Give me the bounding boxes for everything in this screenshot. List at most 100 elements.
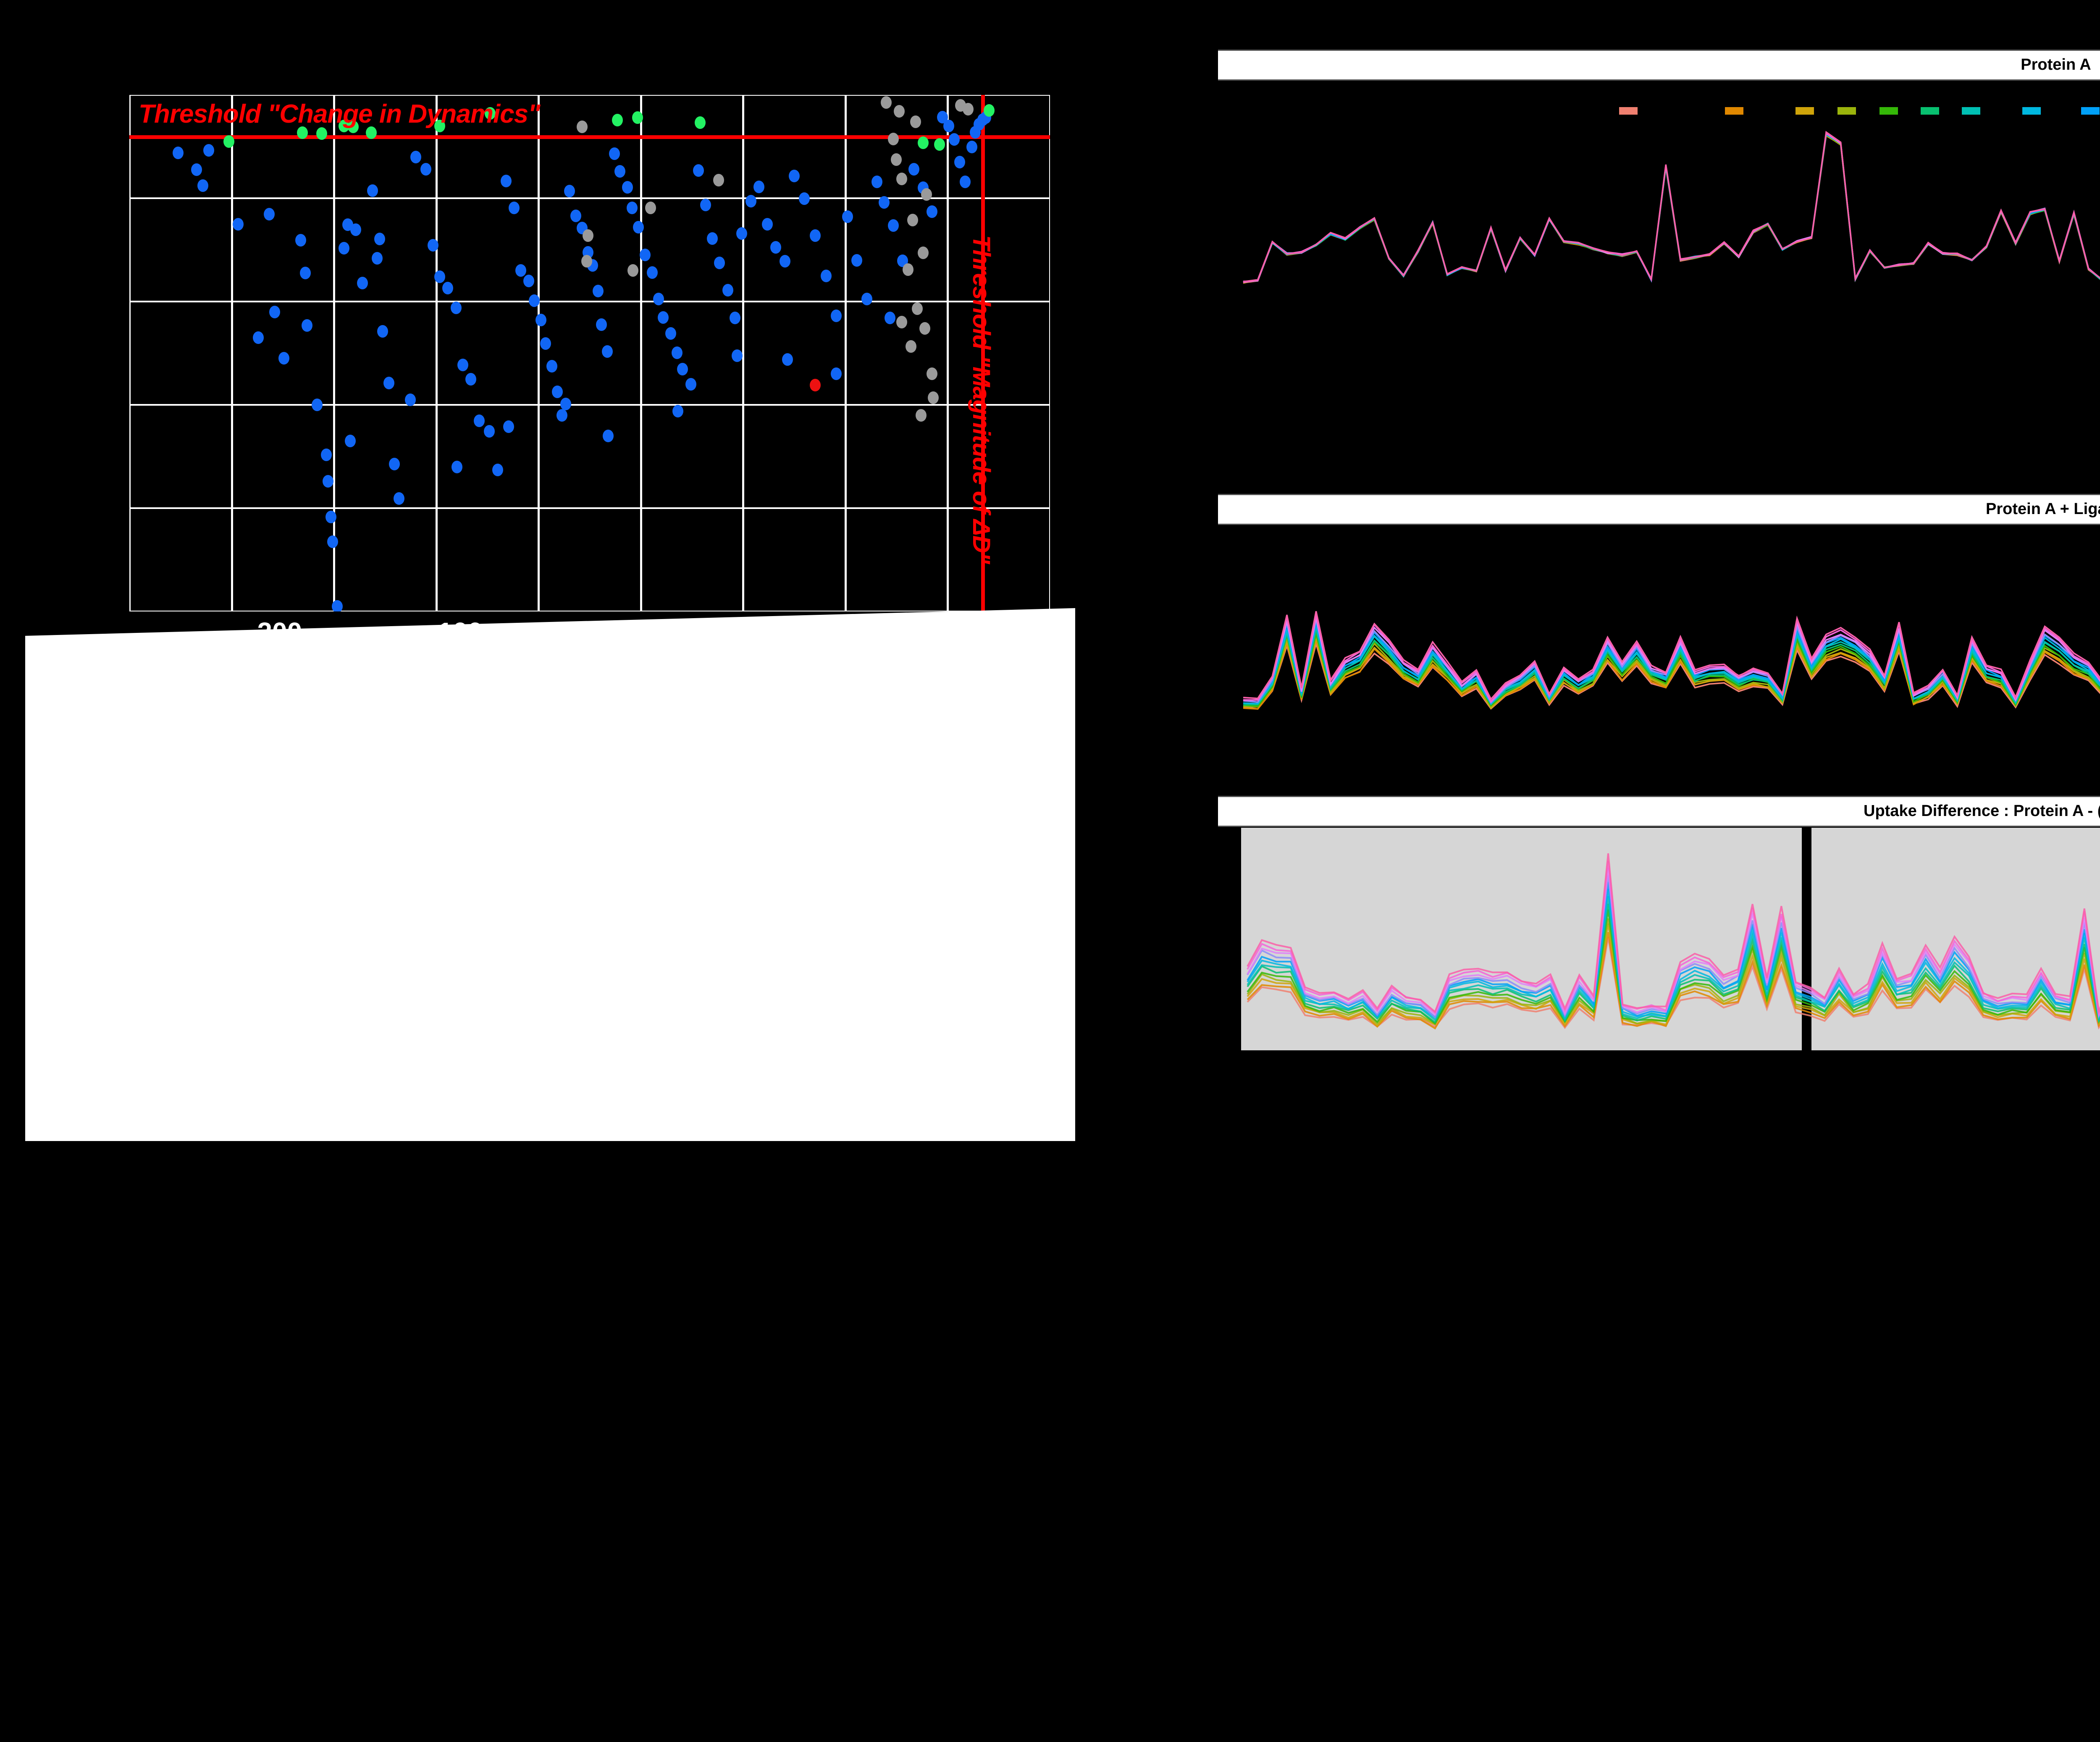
legend-swatch-timepoint-8[interactable] xyxy=(2022,107,2041,115)
scatter-point-significant-blue[interactable] xyxy=(960,175,971,188)
scatter-point-nonsignificant-grey[interactable] xyxy=(888,132,899,145)
scatter-point-threshold-green[interactable] xyxy=(434,119,445,132)
scatter-point-significant-blue[interactable] xyxy=(345,435,356,448)
scatter-point-significant-blue[interactable] xyxy=(191,163,202,176)
uptake-trace-timepoint-13[interactable] xyxy=(1243,541,2100,700)
uptake-trace-timepoint-4[interactable] xyxy=(1243,601,2100,722)
scatter-point-significant-blue[interactable] xyxy=(714,256,725,269)
scatter-point-significant-blue[interactable] xyxy=(851,254,862,267)
scatter-point-significant-blue[interactable] xyxy=(173,146,184,159)
scatter-point-nonsignificant-grey[interactable] xyxy=(916,409,927,422)
scatter-point-significant-blue[interactable] xyxy=(197,179,209,192)
scatter-point-significant-blue[interactable] xyxy=(295,233,306,247)
scatter-point-significant-blue[interactable] xyxy=(321,449,332,462)
legend-swatch-timepoint-1[interactable] xyxy=(1619,107,1638,115)
scatter-point-significant-blue[interactable] xyxy=(782,353,793,366)
scatter-point-significant-blue[interactable] xyxy=(871,175,882,188)
scatter-point-significant-blue[interactable] xyxy=(730,312,741,325)
scatter-point-significant-blue[interactable] xyxy=(570,209,582,222)
scatter-point-significant-blue[interactable] xyxy=(232,218,244,231)
legend-swatch-timepoint-6[interactable] xyxy=(1921,107,1939,115)
scatter-point-significant-blue[interactable] xyxy=(966,141,977,154)
scatter-point-significant-blue[interactable] xyxy=(535,314,546,327)
scatter-point-significant-blue[interactable] xyxy=(465,373,477,386)
scatter-point-significant-blue[interactable] xyxy=(529,294,540,307)
scatter-point-nonsignificant-grey[interactable] xyxy=(910,115,921,128)
scatter-point-significant-blue[interactable] xyxy=(672,404,684,417)
scatter-point-significant-blue[interactable] xyxy=(943,119,954,132)
three-d-view-panel[interactable]: logit (pvalueMagnitude_of_Delta_D) 3D Vi… xyxy=(25,608,1075,1141)
scatter-point-nonsignificant-grey[interactable] xyxy=(713,173,724,186)
scatter-point-significant-blue[interactable] xyxy=(879,196,890,209)
scatter-point-significant-blue[interactable] xyxy=(374,233,386,246)
scatter-point-significant-blue[interactable] xyxy=(357,276,368,289)
scatter-point-significant-blue[interactable] xyxy=(452,460,463,473)
scatter-point-significant-blue[interactable] xyxy=(672,346,683,359)
scatter-point-significant-blue[interactable] xyxy=(788,170,800,183)
scatter-point-nonsignificant-grey[interactable] xyxy=(919,322,930,335)
uptake-trace-timepoint-4[interactable] xyxy=(1243,134,2100,291)
scatter-point-significant-blue[interactable] xyxy=(556,409,568,422)
scatter-point-nonsignificant-grey[interactable] xyxy=(582,229,593,242)
volcano-scatter-panel[interactable]: Threshold "Change in Dynamics" Threshold… xyxy=(0,0,1075,655)
scatter-point-significant-blue[interactable] xyxy=(821,269,832,282)
scatter-point-significant-blue[interactable] xyxy=(326,510,337,523)
scatter-point-significant-blue[interactable] xyxy=(252,331,264,344)
scatter-point-significant-blue[interactable] xyxy=(338,242,349,255)
scatter-point-nonsignificant-grey[interactable] xyxy=(907,213,919,226)
scatter-point-significant-blue[interactable] xyxy=(614,165,626,178)
uptake-panel-protein-a-ligand-plot[interactable] xyxy=(1218,526,2100,736)
scatter-point-significant-blue[interactable] xyxy=(927,205,938,218)
scatter-point-significant-blue[interactable] xyxy=(332,600,343,611)
scatter-point-significant-blue[interactable] xyxy=(323,475,334,488)
scatter-point-significant-blue[interactable] xyxy=(665,327,676,340)
scatter-point-threshold-green[interactable] xyxy=(316,127,328,140)
scatter-point-significant-blue[interactable] xyxy=(842,210,853,223)
scatter-point-significant-blue[interactable] xyxy=(653,292,664,305)
scatter-point-nonsignificant-grey[interactable] xyxy=(890,153,902,166)
scatter-point-significant-blue[interactable] xyxy=(596,318,607,331)
scatter-point-nonsignificant-grey[interactable] xyxy=(880,96,892,109)
scatter-point-significant-blue[interactable] xyxy=(798,192,810,205)
scatter-point-significant-blue[interactable] xyxy=(736,227,747,240)
scatter-point-significant-blue[interactable] xyxy=(434,270,445,283)
scatter-point-threshold-green[interactable] xyxy=(612,114,623,127)
scatter-point-nonsignificant-grey[interactable] xyxy=(927,391,939,404)
scatter-point-threshold-green[interactable] xyxy=(917,136,929,150)
scatter-point-significant-blue[interactable] xyxy=(722,283,733,296)
uptake-panel-protein-a-ligand[interactable]: Protein A + Ligand xyxy=(1218,494,2100,788)
scatter-point-significant-blue[interactable] xyxy=(626,202,638,215)
scatter-point-significant-blue[interactable] xyxy=(523,274,535,287)
scatter-point-nonsignificant-grey[interactable] xyxy=(893,105,905,118)
legend-swatch-timepoint-3[interactable] xyxy=(1796,107,1814,115)
scatter-point-significant-blue[interactable] xyxy=(327,535,339,548)
legend-swatch-timepoint-5[interactable] xyxy=(1880,107,1898,115)
uptake-trace-timepoint-13[interactable] xyxy=(1243,118,2100,283)
scatter-point-threshold-green[interactable] xyxy=(695,116,706,129)
scatter-point-significant-blue[interactable] xyxy=(484,425,495,438)
scatter-point-significant-blue[interactable] xyxy=(949,133,960,146)
scatter-point-nonsignificant-grey[interactable] xyxy=(577,121,588,134)
scatter-point-significant-blue[interactable] xyxy=(888,219,899,232)
uptake-panel-difference[interactable]: Uptake Difference : Protein A - (Protein… xyxy=(1218,796,2100,1090)
scatter-point-nonsignificant-grey[interactable] xyxy=(903,263,914,276)
scatter-point-significant-blue[interactable] xyxy=(404,393,416,406)
scatter-point-significant-blue[interactable] xyxy=(442,282,454,295)
scatter-point-significant-blue[interactable] xyxy=(592,285,604,298)
scatter-point-significant-blue[interactable] xyxy=(831,310,842,323)
uptake-trace-timepoint-3[interactable] xyxy=(1243,606,2100,727)
uptake-trace-timepoint-3[interactable] xyxy=(1243,134,2100,297)
scatter-point-significant-blue[interactable] xyxy=(753,180,765,193)
scatter-point-threshold-green[interactable] xyxy=(632,111,643,124)
uptake-trace-timepoint-5[interactable] xyxy=(1243,133,2100,283)
scatter-point-significant-blue[interactable] xyxy=(779,255,790,268)
scatter-point-nonsignificant-grey[interactable] xyxy=(927,367,938,380)
scatter-point-nonsignificant-grey[interactable] xyxy=(627,264,639,277)
scatter-point-nonsignificant-grey[interactable] xyxy=(896,173,908,186)
uptake-panel-difference-plot[interactable] xyxy=(1218,828,2100,1050)
scatter-plot-area[interactable] xyxy=(129,95,1050,611)
scatter-point-threshold-green[interactable] xyxy=(485,107,496,120)
scatter-point-significant-blue[interactable] xyxy=(552,386,563,399)
scatter-point-significant-blue[interactable] xyxy=(457,359,468,372)
scatter-point-significant-blue[interactable] xyxy=(706,232,718,245)
